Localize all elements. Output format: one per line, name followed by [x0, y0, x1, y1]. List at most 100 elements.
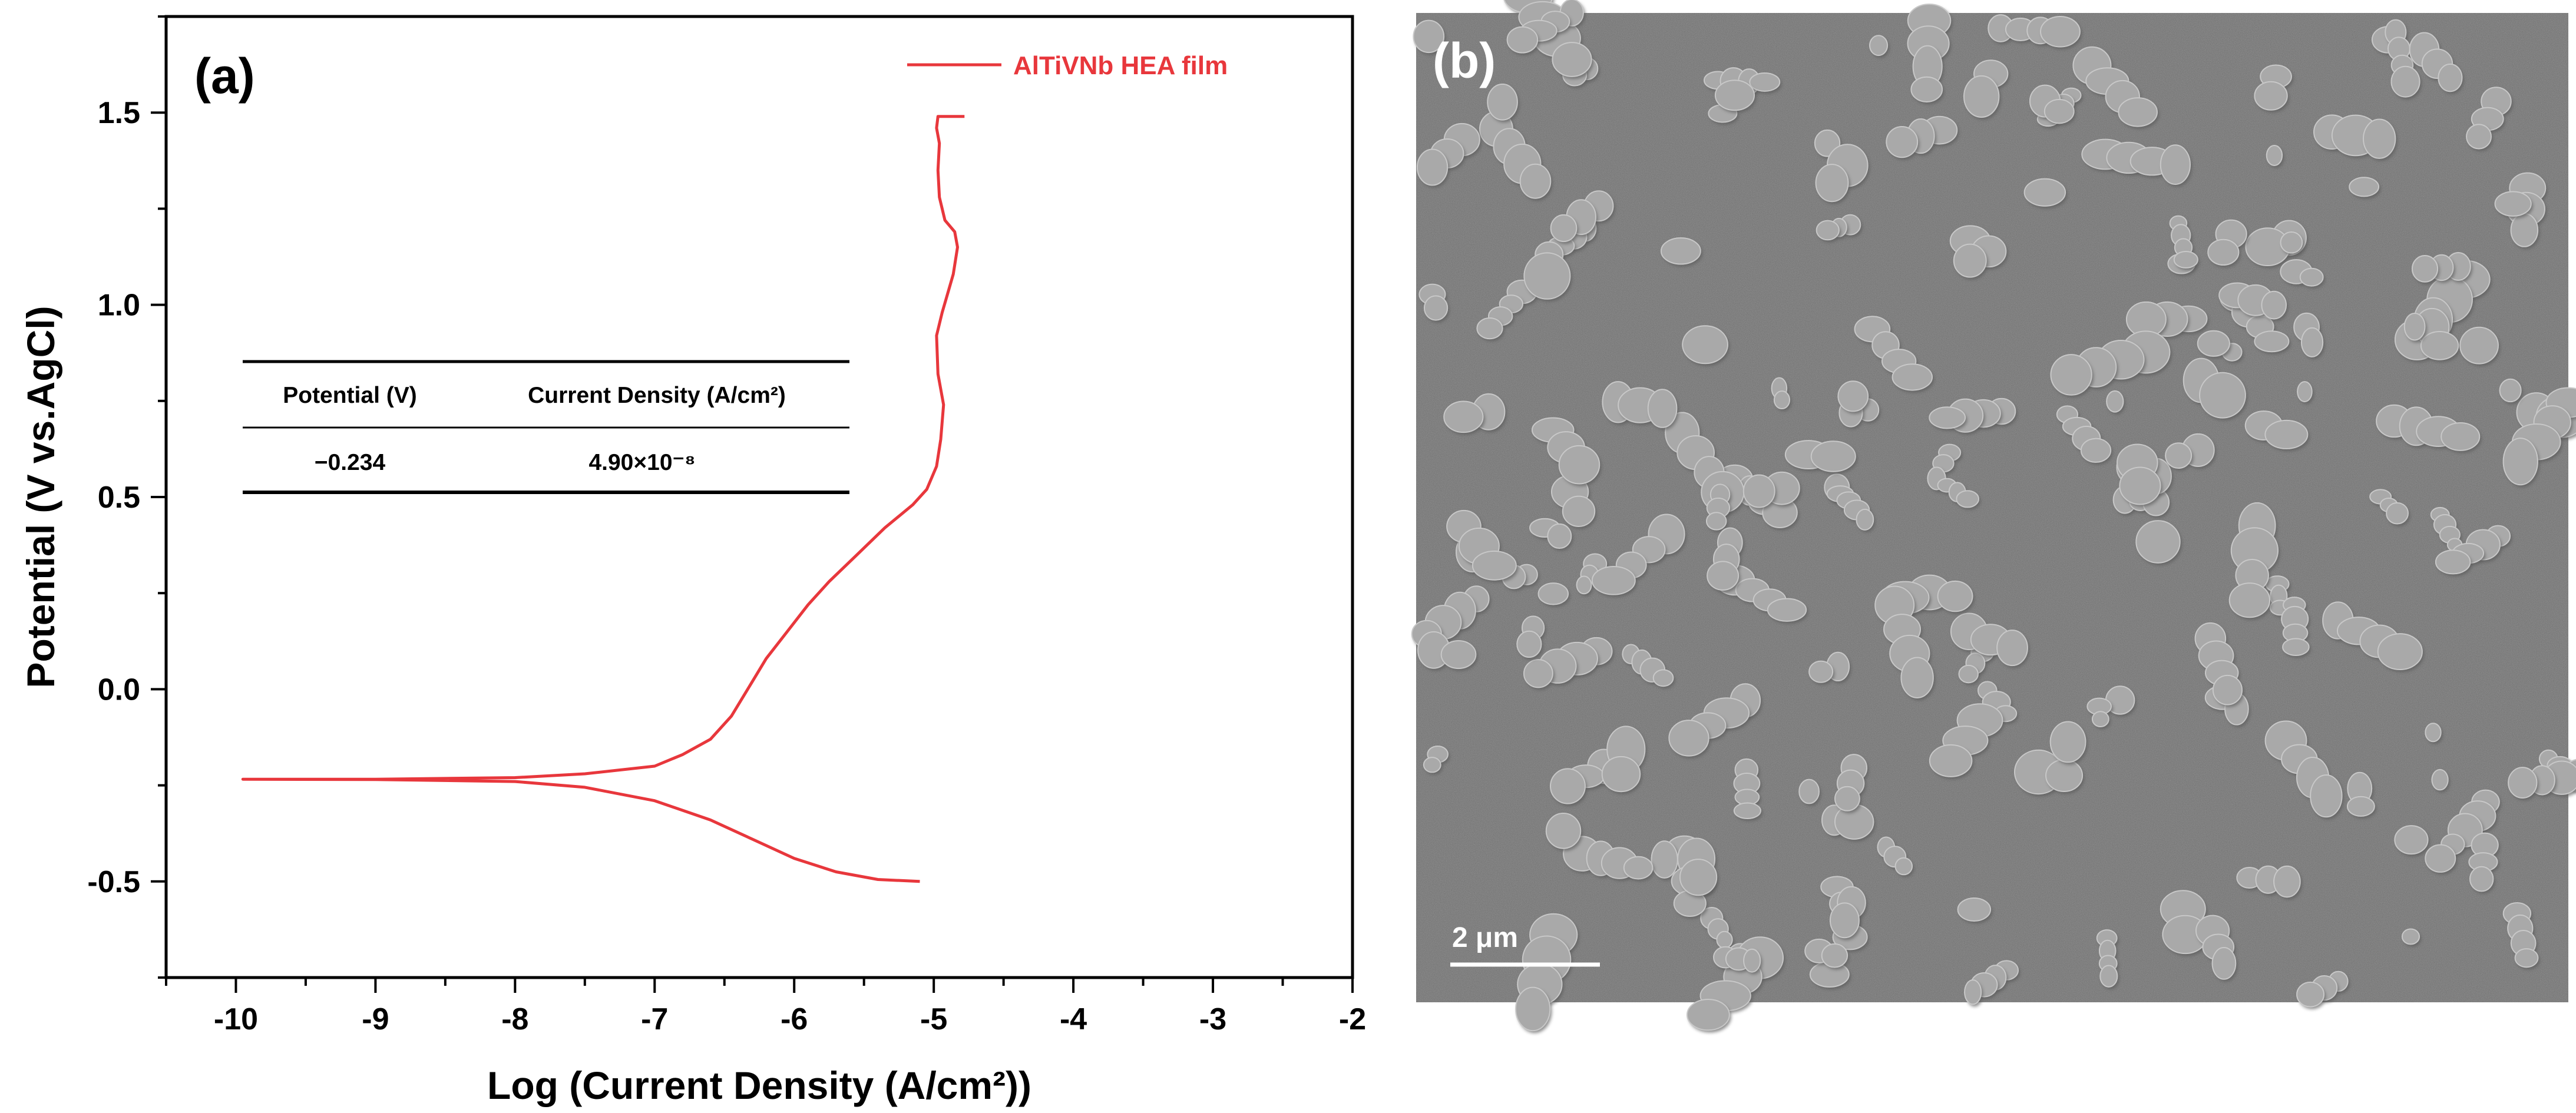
particle: [2510, 213, 2539, 247]
particle: [1900, 657, 1934, 698]
particle: [1937, 580, 1973, 612]
particle: [1837, 380, 1869, 412]
particle: [2425, 844, 2456, 873]
particle: [2349, 177, 2380, 197]
particle: [1660, 237, 1701, 265]
particle: [1443, 400, 1484, 433]
particle: [2425, 723, 2442, 743]
particle: [1798, 779, 1820, 804]
particle: [1892, 363, 1933, 391]
particle: [1808, 660, 1834, 683]
table-header-current-density: Current Density (A/cm²): [528, 383, 786, 408]
particle: [2099, 965, 2118, 988]
x-tick-label: -9: [362, 1002, 389, 1036]
particle: [1742, 474, 1775, 508]
x-tick-label: -2: [1339, 1002, 1366, 1036]
particle: [1829, 902, 1860, 939]
x-tick-label: -10: [214, 1002, 258, 1036]
particle: [1562, 495, 1596, 527]
particle: [1910, 76, 1943, 102]
particle: [1523, 252, 1571, 300]
particle: [1537, 582, 1569, 605]
particle: [2119, 466, 2161, 505]
particle: [2296, 981, 2325, 1008]
particle: [2435, 549, 2471, 575]
particle: [2040, 16, 2081, 48]
x-tick-label: -4: [1060, 1002, 1087, 1036]
particle: [1705, 512, 1727, 531]
particle: [1953, 243, 1987, 278]
particle: [2165, 442, 2193, 469]
particle: [2080, 438, 2112, 463]
particle: [1714, 80, 1755, 111]
particle: [2254, 81, 2288, 111]
particle: [2228, 582, 2271, 618]
particle: [2441, 422, 2481, 451]
particle: [1558, 445, 1601, 485]
series-line-altivnb: [241, 115, 965, 883]
particle: [1601, 756, 1641, 793]
scale-bar-label: 2 μm: [1452, 922, 1518, 953]
particle: [1623, 856, 1654, 880]
particle: [1591, 566, 1636, 595]
y-tick-label: 1.0: [98, 289, 140, 323]
particle: [2212, 674, 2243, 705]
x-axis-title: Log (Current Density (A/cm²)): [487, 1064, 1031, 1107]
particle: [1647, 389, 1678, 428]
particle: [2299, 267, 2324, 287]
particle: [2310, 774, 2343, 818]
particle: [2300, 327, 2324, 357]
particle: [2297, 381, 2313, 403]
particle: [2466, 124, 2492, 150]
particle: [1749, 72, 1781, 92]
particle: [1816, 220, 1840, 241]
particle: [1413, 19, 1445, 54]
y-tick-label: 0.5: [98, 481, 140, 515]
particle: [2494, 191, 2532, 217]
particle: [2173, 250, 2198, 269]
particle: [1576, 575, 1592, 595]
table-header-potential: Potential (V): [283, 383, 417, 408]
particle: [2207, 238, 2240, 266]
particle: [1552, 42, 1592, 77]
panel-label-b: (b): [1433, 33, 1496, 88]
particle: [2390, 65, 2420, 98]
plot-frame: [164, 15, 1354, 979]
particle: [1716, 930, 1733, 949]
particle: [2280, 231, 2303, 254]
particle: [2050, 354, 2092, 396]
particle: [2273, 865, 2301, 898]
particle: [1956, 490, 1980, 508]
particle: [2199, 372, 2246, 419]
x-tick-label: -8: [501, 1002, 528, 1036]
particle: [1487, 83, 1518, 121]
particle: [1815, 164, 1849, 203]
particle: [2261, 290, 2287, 320]
legend: AlTiVNb HEA film: [907, 51, 1228, 80]
particle: [1440, 640, 1477, 670]
particle: [1733, 802, 1761, 820]
particle: [2211, 947, 2237, 980]
particle: [1523, 659, 1553, 688]
sem-particles: [1411, 0, 2576, 1034]
particle: [1506, 26, 1539, 54]
x-axis-ticks: [165, 978, 1354, 993]
table-cell-current-density: 4.90×10⁻⁸: [588, 450, 695, 475]
table-cell-potential: −0.234: [315, 450, 386, 475]
particle: [1929, 744, 1973, 777]
particle: [1996, 630, 2028, 667]
particle: [2254, 330, 2290, 353]
particle: [1834, 786, 1860, 811]
particle: [2023, 178, 2066, 207]
particle: [1423, 295, 1449, 321]
particle: [2459, 326, 2499, 365]
particle: [2106, 390, 2124, 413]
x-tick-label: -5: [920, 1002, 947, 1036]
x-tick-label: -7: [641, 1002, 668, 1036]
particle: [2043, 98, 2075, 124]
particle: [1821, 943, 1848, 968]
particle: [2469, 866, 2494, 892]
polarization-chart: -10 -9 -8 -7 -6 -5 -4 -3 -2 -0.5 0.0 0.5 1.0 1.5 Log…: [19, 15, 1366, 1107]
particle: [1856, 508, 1874, 531]
particle: [1519, 163, 1552, 199]
